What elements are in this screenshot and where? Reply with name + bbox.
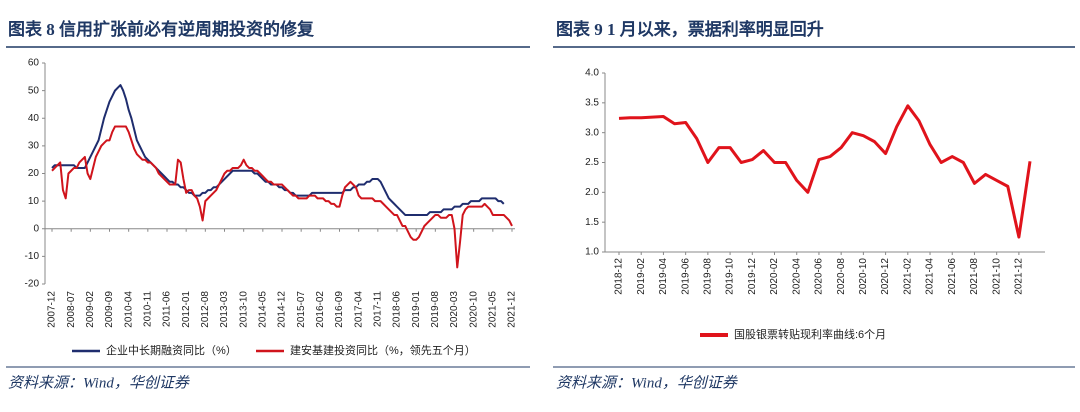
x-tick-label: 2020-08 xyxy=(836,258,847,295)
x-tick-label: 2010-11 xyxy=(142,291,153,327)
x-tick-label: 2007-12 xyxy=(47,291,58,328)
y-tick-label: 50 xyxy=(28,85,40,96)
x-tick-label: 2021-05 xyxy=(487,291,498,328)
y-tick-label: 30 xyxy=(28,141,40,152)
x-tick-label: 2012-01 xyxy=(181,291,192,328)
x-tick-label: 2020-04 xyxy=(791,258,802,295)
series-line xyxy=(51,125,513,269)
x-tick-label: 2020-06 xyxy=(814,258,825,295)
x-tick-label: 2021-12 xyxy=(507,291,518,328)
y-tick-label: 1.0 xyxy=(585,247,599,258)
x-tick-label: 2012-08 xyxy=(200,291,211,328)
x-tick-label: 2020-10 xyxy=(858,258,869,295)
x-tick-label: 2019-08 xyxy=(703,258,714,295)
x-tick-label: 2017-11 xyxy=(372,291,383,327)
series-line xyxy=(618,104,1032,239)
source: 资料来源：Wind，华创证券 xyxy=(8,374,190,391)
y-tick-label: 60 xyxy=(28,58,40,69)
y-tick-label: 40 xyxy=(28,113,40,124)
x-tick-label: 2011-06 xyxy=(162,291,173,327)
x-tick-label: 2014-12 xyxy=(277,291,288,328)
x-tick-label: 2021-08 xyxy=(969,258,980,295)
x-tick-label: 2019-02 xyxy=(636,258,647,295)
y-tick-label: 4.0 xyxy=(585,68,599,79)
x-tick-label: 2018-12 xyxy=(614,258,625,295)
x-tick-label: 2014-05 xyxy=(257,291,268,328)
x-tick-label: 2020-03 xyxy=(449,291,460,328)
chart-title: 图表 8 信用扩张前必有逆周期投资的修复 xyxy=(8,19,315,39)
x-tick-label: 2020-10 xyxy=(468,291,479,328)
x-tick-label: 2016-02 xyxy=(315,291,326,328)
legend-label: 国股银票转贴现利率曲线:6个月 xyxy=(734,327,886,341)
x-tick-label: 2017-04 xyxy=(353,291,364,328)
x-tick-label: 2019-01 xyxy=(411,291,422,328)
y-tick-label: -10 xyxy=(25,251,40,262)
x-tick-label: 2016-09 xyxy=(334,291,345,328)
y-tick-label: 1.5 xyxy=(585,217,599,228)
x-tick-label: 2020-12 xyxy=(880,258,891,295)
y-tick-label: 3.0 xyxy=(585,127,599,138)
x-tick-label: 2010-04 xyxy=(123,291,134,328)
x-tick-label: 2009-09 xyxy=(104,291,115,328)
y-tick-label: 0 xyxy=(33,223,39,234)
series-line xyxy=(51,84,505,216)
x-tick-label: 2021-12 xyxy=(1014,258,1025,295)
y-tick-label: 2.5 xyxy=(585,157,599,168)
x-tick-label: 2021-04 xyxy=(925,258,936,295)
legend-label: 建安基建投资同比（%，领先五个月） xyxy=(290,343,476,357)
x-tick-label: 2021-06 xyxy=(947,258,958,295)
x-tick-label: 2021-02 xyxy=(902,258,913,295)
x-tick-label: 2019-06 xyxy=(680,258,691,295)
x-tick-label: 2013-03 xyxy=(219,291,230,328)
source: 资料来源：Wind，华创证券 xyxy=(556,374,738,391)
chart-title: 图表 9 1 月以来，票据利率明显回升 xyxy=(556,19,824,39)
x-tick-label: 2019-08 xyxy=(430,291,441,328)
x-tick-label: 2019-10 xyxy=(725,258,736,295)
y-tick-label: 2.0 xyxy=(585,187,599,198)
y-tick-label: 3.5 xyxy=(585,97,599,108)
x-tick-label: 2008-07 xyxy=(66,291,77,328)
x-tick-label: 2019-12 xyxy=(747,258,758,295)
y-tick-label: 10 xyxy=(28,196,40,207)
x-tick-label: 2021-10 xyxy=(991,258,1002,295)
x-tick-label: 2019-04 xyxy=(658,258,669,295)
legend-label: 企业中长期融资同比（%） xyxy=(106,343,237,357)
y-tick-label: -20 xyxy=(25,279,40,290)
x-tick-label: 2020-02 xyxy=(769,258,780,295)
x-tick-label: 2013-10 xyxy=(238,291,249,328)
x-tick-label: 2018-06 xyxy=(392,291,403,328)
y-tick-label: 20 xyxy=(28,168,40,179)
x-tick-label: 2015-07 xyxy=(296,291,307,328)
x-tick-label: 2009-02 xyxy=(85,291,96,328)
